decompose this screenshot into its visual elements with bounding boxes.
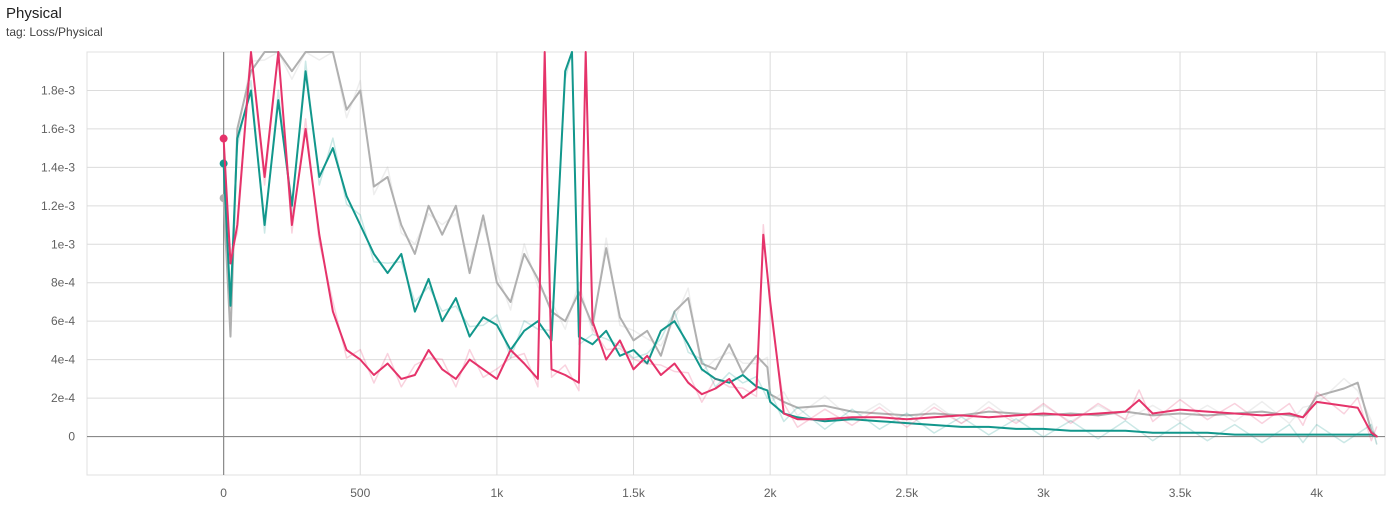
series-raw-line-1 (222, 51, 1378, 445)
y-tick-label: 1.6e-3 (41, 122, 75, 136)
y-tick-label: 8e-4 (51, 276, 75, 290)
x-tick-label: 0 (220, 486, 227, 500)
series-raw-line-3 (222, 51, 1378, 442)
x-tick-label: 1.5k (622, 486, 646, 500)
series-line-1[interactable] (222, 51, 1378, 438)
x-tick-label: 2k (764, 486, 778, 500)
y-tick-label: 1.4e-3 (41, 160, 75, 174)
series-start-marker-3 (219, 134, 228, 143)
x-tick-label: 4k (1310, 486, 1324, 500)
tick-labels: 0 500 1k 1.5k 2k 2.5k 3k 3.5k 4k 0 2e-4 4e-4 6e-4 8e-… (41, 83, 1324, 500)
x-tick-label: 3.5k (1169, 486, 1193, 500)
x-tick-label: 500 (350, 486, 370, 500)
x-tick-label: 2.5k (895, 486, 919, 500)
x-tick-label: 3k (1037, 486, 1051, 500)
x-tick-label: 1k (491, 486, 505, 500)
y-tick-label: 2e-4 (51, 391, 75, 405)
series-line-3[interactable] (222, 51, 1378, 438)
y-tick-label: 1.8e-3 (41, 83, 75, 97)
chart-title: Physical (6, 5, 62, 22)
series-line-2[interactable] (222, 51, 1378, 438)
plot-border (86, 51, 1386, 476)
y-tick-label: 0 (68, 430, 75, 444)
y-tick-label: 1e-3 (51, 237, 75, 251)
chart-tag: tag: Loss/Physical (6, 25, 103, 39)
y-tick-label: 1.2e-3 (41, 199, 75, 213)
y-tick-label: 6e-4 (51, 314, 75, 328)
series-lines[interactable] (219, 51, 1378, 445)
series-start-marker-2 (219, 159, 228, 168)
series-raw-line-2 (222, 51, 1378, 445)
y-tick-label: 4e-4 (51, 353, 75, 367)
axes (87, 52, 1385, 475)
